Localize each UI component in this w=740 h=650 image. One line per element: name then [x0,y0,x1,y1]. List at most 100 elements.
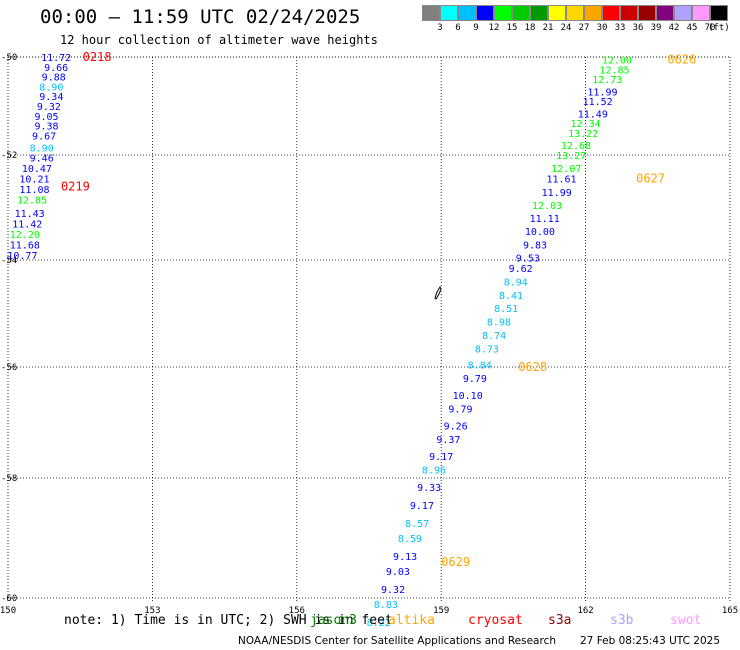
axis-tick-labels: 150 153 156 159 162 165 -50 -52 -54 -56 -58 -60 [0,53,738,616]
swh-value: 11.52 [583,97,613,108]
swh-value: 12.34 [571,119,601,130]
swh-value: 11.43 [15,209,45,220]
lat-tick-label: -60 [1,594,17,604]
swh-value: 11.42 [12,219,42,230]
pass-time-label: 0627 [636,172,665,186]
swh-value: 9.67 [32,131,56,142]
swh-value: 11.99 [587,87,617,98]
lat-tick-label: -52 [1,151,17,161]
credit-line: NOAA/NESDIS Center for Satellite Applica… [238,635,556,647]
swh-value: 11.08 [19,185,49,196]
swh-value: 9.46 [30,154,54,165]
swh-value: 12.68 [561,141,591,152]
generation-timestamp: 27 Feb 08:25:43 UTC 2025 [580,635,720,647]
colorbar-label: 45 [686,23,698,33]
pass-time-label: 0219 [61,180,90,194]
colorbar-swatch [656,5,674,21]
colorbar-label: 21 [542,23,554,33]
swh-value: 8.90 [39,82,63,93]
colorbar-swatch [530,5,548,21]
swh-value: 10.77 [7,251,37,262]
colorbar-swatch [620,5,638,21]
colorbar-label: 70 [704,23,716,33]
swh-values: 11.729.669.888.909.349.329.059.389.678.9… [7,53,632,629]
colorbar-swatch [692,5,710,21]
swh-value: 10.47 [22,164,52,175]
colorbar-swatch [458,5,476,21]
swh-value: 9.62 [509,264,533,275]
swh-value: 9.88 [42,73,66,84]
swh-value: 8.90 [30,144,54,155]
island-outline [434,285,442,300]
satellite-s3b: s3b [610,613,634,628]
swh-value: 8.57 [405,519,429,530]
swh-value: 12.73 [592,75,622,86]
swh-value: 10.21 [19,175,49,186]
swh-value: 12.85 [599,65,629,76]
swh-value: 8.94 [504,277,528,288]
pass-time-label: 0218 [83,50,112,64]
swh-value: 9.33 [417,483,441,494]
pass-time-label: 0626 [667,52,696,66]
swh-value: 11.11 [530,214,560,225]
colorbar-label: 33 [614,23,626,33]
pass-time-label: 0628 [518,360,547,374]
footer-note: note: 1) Time is in UTC; 2) SWH is in fe… [64,613,393,628]
swh-value: 9.17 [410,501,434,512]
swh-value: 13.22 [568,129,598,140]
colorbar-swatch [494,5,512,21]
swh-value: 8.84 [468,360,492,371]
swh-value: 8.41 [499,291,523,302]
colorbar-label: 9 [473,23,479,33]
satellite-s3a: s3a [548,613,572,628]
colorbar-swatch [584,5,602,21]
swh-value: 8.83 [374,600,398,611]
lon-tick-label: 159 [433,606,449,616]
swh-value: 11.99 [542,188,572,199]
colorbar-label: 24 [560,23,572,33]
swh-value: 8.73 [475,344,499,355]
colorbar-swatch [602,5,620,21]
swh-value: 9.79 [448,405,472,416]
lon-tick-label: 162 [577,606,593,616]
swh-value: 11.72 [41,53,71,64]
colorbar-label: 36 [632,23,644,33]
colorbar-label: 30 [596,23,608,33]
swh-value: 9.17 [429,452,453,463]
swh-value: 9.26 [444,421,468,432]
colorbar-label: 27 [578,23,590,33]
pass-labels: 0218 0219 0626 0627 0628 0629 [61,50,696,569]
swh-value: 12.85 [17,196,47,207]
chart-title: 00:00 – 11:59 UTC 02/24/2025 [40,6,361,28]
colorbar-label: 42 [668,23,680,33]
lon-tick-label: 153 [144,606,160,616]
swh-value: 12.20 [10,230,40,241]
satellite-jason3: jason3 [310,613,357,628]
colorbar-swatch [440,5,458,21]
colorbar-swatch [710,5,728,21]
swh-value: 9.34 [39,92,63,103]
colorbar-swatch [638,5,656,21]
swh-value: 8.51 [494,304,518,315]
colorbar-swatch [422,5,440,21]
chart-subtitle: 12 hour collection of altimeter wave hei… [60,33,378,47]
colorbar-swatch [674,5,692,21]
satellite-altika: altika [388,613,435,628]
lat-tick-label: -54 [1,256,17,266]
colorbar-swatch [548,5,566,21]
swh-value: 10.00 [525,227,555,238]
swh-value: 10.10 [453,391,483,402]
lon-tick-label: 156 [289,606,305,616]
colorbar-label: 15 [506,23,518,33]
swh-value: 9.05 [34,112,58,123]
lon-tick-label: 165 [722,606,738,616]
colorbar-unit: (ft) [708,23,730,33]
swh-value: 9.32 [381,585,405,596]
swh-value: 11.49 [578,109,608,120]
colorbar-label: 12 [488,23,500,33]
colorbar-swatch [566,5,584,21]
swh-value: 12.07 [551,164,581,175]
colorbar-label: 39 [650,23,662,33]
colorbar-label: 3 [437,23,443,33]
